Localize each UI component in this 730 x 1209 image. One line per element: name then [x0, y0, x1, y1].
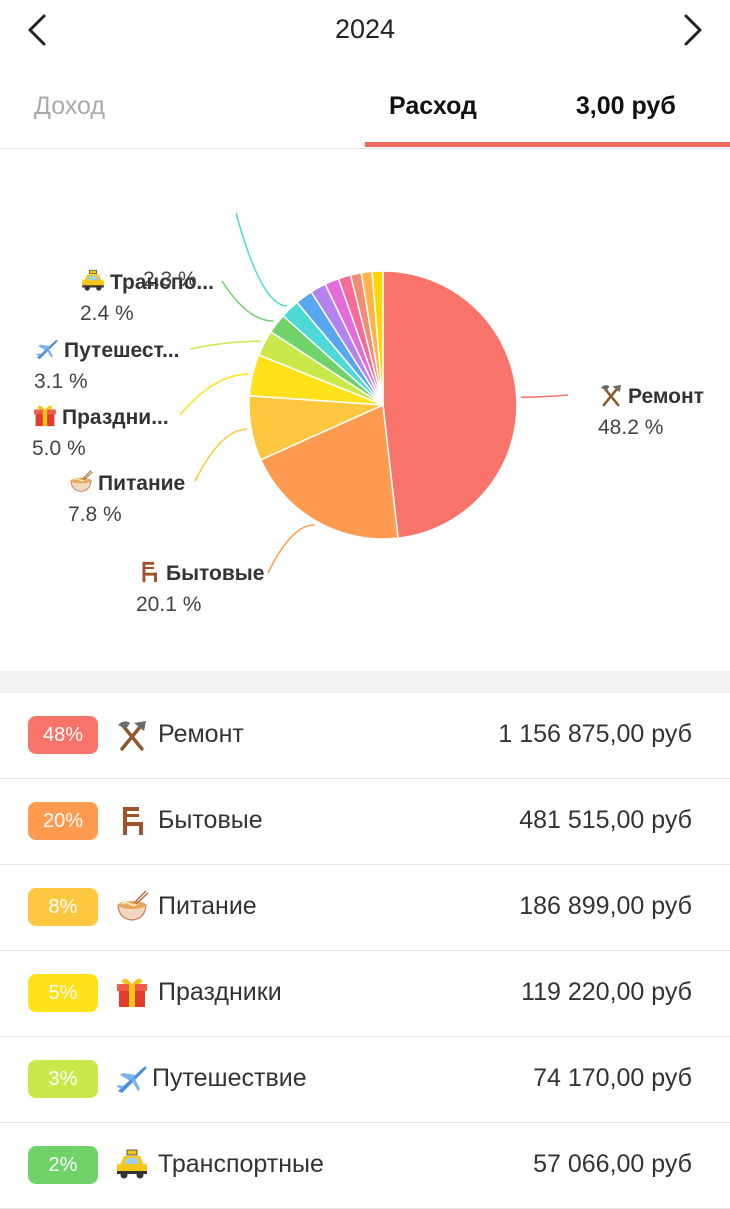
category-amount: 57 066,00 руб	[533, 1150, 692, 1178]
leader-line	[520, 394, 569, 398]
section-divider	[0, 671, 730, 693]
category-row[interactable]: 3% Путешествие 74 170,00 руб	[0, 1037, 730, 1123]
gift-icon	[34, 405, 56, 427]
active-tab-indicator	[365, 142, 730, 147]
category-name: Бытовые	[158, 806, 263, 834]
slice-label: Питание	[98, 472, 185, 495]
percent-badge: 8%	[28, 888, 98, 926]
chair-icon	[142, 561, 157, 583]
category-amount: 186 899,00 руб	[519, 892, 692, 920]
slice-percent-label: 2.4 %	[80, 302, 134, 325]
hammer-pick-icon	[118, 721, 146, 751]
gift-icon	[117, 978, 147, 1007]
tab-expense-total: 3,00 руб	[575, 92, 676, 120]
next-year-button[interactable]	[672, 10, 712, 50]
leader-line	[179, 373, 249, 416]
category-row[interactable]: 20% Бытовые 481 515,00 руб	[0, 779, 730, 865]
year-title: 2024	[334, 14, 396, 44]
noodle-bowl-icon	[70, 470, 93, 492]
category-row[interactable]: 48% Ремонт 1 156 875,00 руб	[0, 693, 730, 779]
percent-badge: 5%	[28, 974, 98, 1012]
chair-icon	[123, 807, 143, 835]
tab-income[interactable]: Доход	[34, 92, 105, 121]
airplane-icon	[36, 339, 58, 360]
taxi-icon	[117, 1149, 147, 1179]
pie-slice[interactable]	[371, 270, 384, 406]
category-amount: 481 515,00 руб	[519, 806, 692, 834]
tab-expense[interactable]: Расход 3,00 руб	[389, 92, 676, 121]
slice-percent-label: 2.3 %	[143, 268, 197, 291]
percent-badge: 3%	[28, 1060, 98, 1098]
taxi-icon	[114, 1147, 150, 1183]
gift-icon	[114, 975, 150, 1011]
leader-line	[194, 428, 248, 482]
category-name: Путешествие	[152, 1064, 307, 1092]
pie-slice[interactable]	[259, 403, 399, 540]
slice-label: Путешест...	[64, 339, 180, 362]
percent-badge: 48%	[28, 716, 98, 754]
chair-icon	[114, 803, 150, 839]
category-name: Питание	[158, 892, 257, 920]
slice-percent-label: 20.1 %	[136, 593, 201, 616]
pie-chart: Ремонт 48.2 % Бытовые 20.1 % Питание 7.8 % Пра…	[32, 212, 704, 616]
category-amount: 1 156 875,00 руб	[498, 720, 692, 748]
hammer-pick-icon	[600, 384, 622, 407]
airplane-icon	[117, 1066, 147, 1093]
noodle-bowl-icon	[114, 889, 150, 925]
tab-income-label: Доход	[34, 92, 105, 120]
slice-label: Транспо...	[110, 271, 214, 294]
slice-label: Праздни...	[62, 406, 169, 429]
airplane-icon	[114, 1061, 150, 1097]
category-amount: 119 220,00 руб	[521, 978, 692, 1006]
noodle-bowl-icon	[117, 890, 149, 921]
pie-slice[interactable]	[382, 270, 518, 539]
category-name: Ремонт	[158, 720, 244, 748]
slice-label: Бытовые	[166, 562, 264, 585]
category-row[interactable]: 5% Праздники 119 220,00 руб	[0, 951, 730, 1037]
tab-bar: Доход Расход 3,00 руб	[0, 70, 730, 149]
category-list: 48% Ремонт 1 156 875,00 руб 20% Бытовые 481 5…	[0, 693, 730, 1209]
leader-line	[221, 280, 274, 322]
header: 2024	[0, 0, 730, 70]
slice-label: Ремонт	[628, 385, 704, 408]
slice-percent-label: 48.2 %	[598, 416, 663, 439]
tab-expense-label: Расход	[389, 92, 477, 120]
hammer-pick-icon	[114, 717, 150, 753]
pie-chart-area: Ремонт 48.2 % Бытовые 20.1 % Питание 7.8 % Пра…	[0, 149, 730, 671]
leader-line	[189, 340, 261, 350]
category-amount: 74 170,00 руб	[533, 1064, 692, 1092]
slice-percent-label: 3.1 %	[34, 370, 88, 393]
prev-year-button[interactable]	[18, 10, 58, 50]
percent-badge: 20%	[28, 802, 98, 840]
leader-line	[267, 524, 315, 574]
slice-percent-label: 5.0 %	[32, 437, 86, 460]
chevron-left-icon	[28, 14, 46, 46]
category-name: Праздники	[158, 978, 282, 1006]
slice-percent-label: 7.8 %	[68, 503, 122, 526]
category-row[interactable]: 2% Транспортные 57 066,00 руб	[0, 1123, 730, 1209]
chevron-right-icon	[684, 14, 702, 46]
category-row[interactable]: 8% Питание 186 899,00 руб	[0, 865, 730, 951]
taxi-icon	[82, 269, 104, 291]
leader-line	[235, 212, 288, 307]
category-name: Транспортные	[158, 1150, 324, 1178]
percent-badge: 2%	[28, 1146, 98, 1184]
